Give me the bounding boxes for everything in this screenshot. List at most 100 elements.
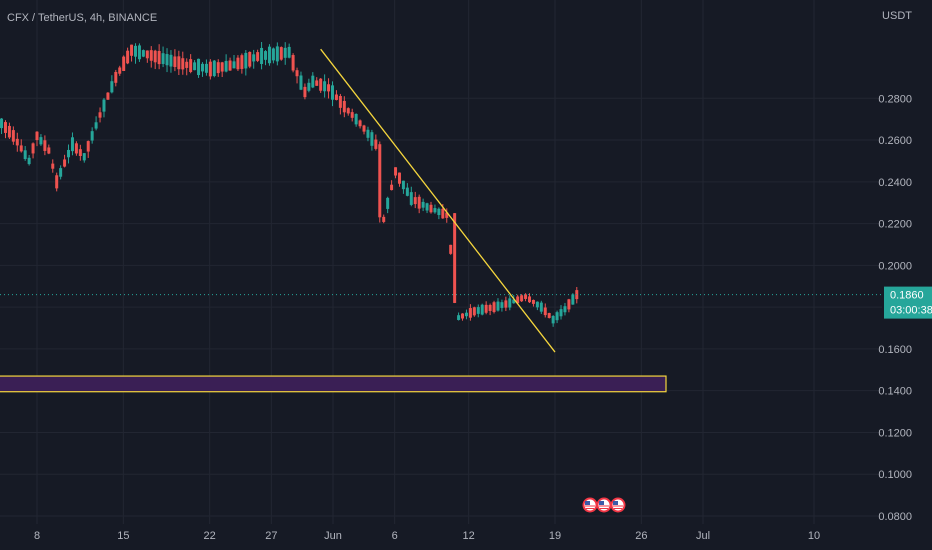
candle-body xyxy=(59,168,63,177)
candle-body xyxy=(208,61,212,77)
price-tick-label: 0.2600 xyxy=(878,135,912,147)
event-markers[interactable] xyxy=(582,497,626,513)
candle-body xyxy=(567,299,571,310)
candle-body xyxy=(417,196,421,209)
candle-body xyxy=(338,96,342,108)
candle-body xyxy=(342,100,346,113)
candle-body xyxy=(275,46,279,62)
time-axis[interactable]: 8 15 22 27 Jun 6 12 19 26 Jul 10 xyxy=(34,530,820,542)
candle-body xyxy=(232,61,236,69)
candle-body xyxy=(464,312,468,317)
candle-body xyxy=(55,175,59,189)
candle-body xyxy=(3,122,7,133)
candle-body xyxy=(405,187,409,196)
price-axis[interactable]: 0.2800 0.2600 0.2400 0.2200 0.2000 0.1600 0.14… xyxy=(878,93,912,523)
price-tick-label: 0.0800 xyxy=(878,511,912,523)
flag-canton xyxy=(585,501,590,505)
candle-body xyxy=(197,58,201,76)
candle-body xyxy=(212,60,216,77)
candle-body xyxy=(177,56,181,70)
candle-body xyxy=(492,302,496,313)
candle-body xyxy=(295,70,299,77)
candle-body xyxy=(67,149,71,158)
candle-body xyxy=(496,301,500,311)
candle-body xyxy=(508,298,512,308)
candle-body xyxy=(547,313,551,318)
candle-body xyxy=(19,145,23,152)
candle-body xyxy=(386,197,390,209)
time-tick-label: 10 xyxy=(808,530,820,542)
candle-body xyxy=(354,113,358,125)
candle-body xyxy=(106,92,110,100)
candle-body xyxy=(70,137,74,152)
candle-body xyxy=(189,59,193,72)
time-tick-label: Jul xyxy=(696,530,710,542)
candle-body xyxy=(331,85,334,100)
candle-body xyxy=(260,47,264,64)
symbol-label: CFX / TetherUS, 4h, BINANCE xyxy=(7,12,157,24)
candle-body xyxy=(283,47,287,58)
candle-body xyxy=(200,63,204,72)
time-tick-label: 27 xyxy=(265,530,277,542)
candle-body xyxy=(43,140,47,151)
candle-body xyxy=(145,50,149,59)
candle-body xyxy=(449,244,453,254)
time-tick-label: Jun xyxy=(324,530,342,542)
candle-body xyxy=(126,50,130,64)
candle-body xyxy=(551,315,555,324)
candle-body xyxy=(130,44,134,56)
candle-body xyxy=(141,50,145,57)
candle-body xyxy=(421,201,425,208)
descending-trendline[interactable] xyxy=(320,48,556,353)
price-badge-countdown: 03:00:38 xyxy=(890,305,932,317)
candle-body xyxy=(457,315,461,320)
candle-body xyxy=(425,203,429,211)
candle-body xyxy=(248,51,252,67)
candle-body xyxy=(390,184,394,191)
candle-body xyxy=(74,143,78,154)
candle-body xyxy=(122,56,126,72)
candle-body xyxy=(468,308,472,318)
price-tick-label: 0.1600 xyxy=(878,344,912,356)
candle-body xyxy=(350,112,354,118)
trendline-segment[interactable] xyxy=(320,48,556,353)
time-tick-label: 22 xyxy=(204,530,216,542)
candle-body xyxy=(394,167,398,176)
time-tick-label: 8 xyxy=(34,530,40,542)
support-zone[interactable] xyxy=(0,375,667,393)
candle-body xyxy=(397,172,401,184)
candle-body xyxy=(204,63,208,73)
support-zone-rect[interactable] xyxy=(0,375,667,393)
candle-body xyxy=(39,137,43,145)
candle-body xyxy=(7,125,11,138)
candle-body xyxy=(571,294,575,305)
candle-body xyxy=(453,213,457,303)
last-price-badge: 0.1860 03:00:38 xyxy=(884,286,932,319)
candle-body xyxy=(535,301,539,308)
candle-body xyxy=(433,208,437,213)
candle-body xyxy=(271,48,275,61)
candle-body xyxy=(370,132,374,146)
candle-body xyxy=(287,46,291,58)
price-tick-label: 0.2400 xyxy=(878,177,912,189)
candle-body xyxy=(165,54,169,66)
candle-body xyxy=(11,130,15,142)
candle-body xyxy=(216,62,220,74)
candle-body xyxy=(303,86,307,98)
candle-body xyxy=(531,299,535,304)
time-tick-label: 19 xyxy=(549,530,561,542)
price-tick-label: 0.2800 xyxy=(878,93,912,105)
price-tick-label: 0.1200 xyxy=(878,427,912,439)
candle-body xyxy=(555,312,559,321)
candle-body xyxy=(346,108,350,114)
candle-body xyxy=(563,306,567,313)
time-tick-label: 15 xyxy=(117,530,129,542)
price-tick-label: 0.2000 xyxy=(878,260,912,272)
candle-body xyxy=(134,45,137,57)
candle-body xyxy=(240,55,244,69)
candle-body xyxy=(236,57,240,70)
candle-body xyxy=(299,75,303,90)
candle-body xyxy=(228,60,232,71)
candle-body xyxy=(63,159,67,167)
